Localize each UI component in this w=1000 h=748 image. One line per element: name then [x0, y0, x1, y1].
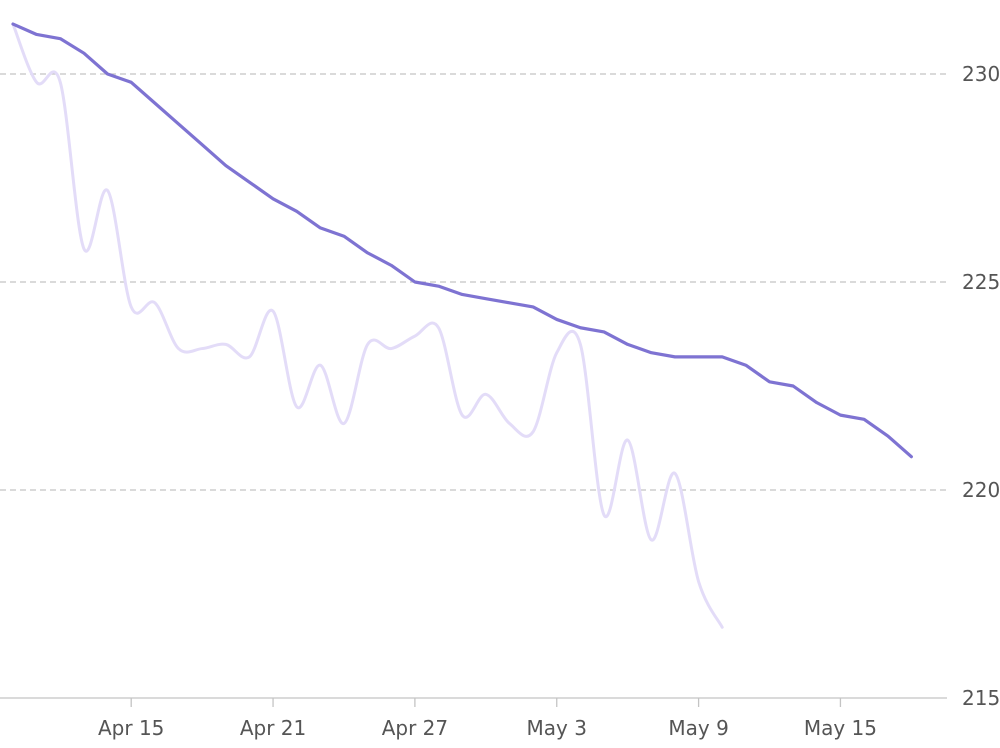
series-line-2	[11, 22, 724, 629]
x-tick-label: May 9	[668, 716, 728, 740]
x-tick-label: Apr 15	[98, 716, 164, 740]
x-tick-label: May 3	[527, 716, 587, 740]
series-line-1	[11, 22, 913, 459]
x-tick-label: May 15	[804, 716, 877, 740]
x-tick-label: Apr 21	[240, 716, 306, 740]
y-tick-label: 225	[962, 270, 1000, 294]
gridlines	[0, 73, 947, 491]
y-tick-label: 230	[962, 62, 1000, 86]
x-tick-label: Apr 27	[382, 716, 448, 740]
y-tick-label: 220	[962, 478, 1000, 502]
x-axis-ticks: Apr 15 Apr 21 Apr 27 May 3 May 9 May 15	[98, 698, 877, 740]
y-tick-label: 215	[962, 686, 1000, 710]
y-axis-ticks: 230 225 220 215	[962, 62, 1000, 710]
series-lines	[11, 22, 913, 629]
